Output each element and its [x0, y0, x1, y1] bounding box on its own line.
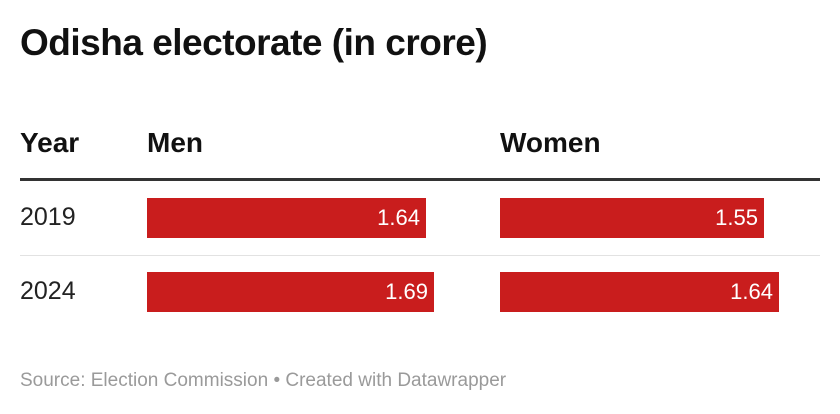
column-header-men: Men	[147, 127, 203, 158]
header-rule	[20, 178, 820, 181]
source-text: Source: Election Commission	[20, 370, 269, 391]
separator-dot: •	[273, 370, 281, 391]
bar-men-2024: 1.69	[147, 272, 434, 312]
bar-value-label: 1.55	[715, 205, 758, 230]
bar-value-label: 1.64	[377, 205, 420, 230]
column-header-year: Year	[20, 127, 80, 158]
bar-women-2019: 1.55	[500, 198, 764, 238]
year-cell-2019: 2019	[20, 203, 76, 231]
bar-value-label: 1.64	[730, 279, 773, 304]
source-note: Source: Election Commission • Created wi…	[20, 370, 506, 392]
bar-value-label: 1.69	[385, 279, 428, 304]
bar-women-2024: 1.64	[500, 272, 779, 312]
credit-text: Created with Datawrapper	[285, 370, 507, 391]
chart-title: Odisha electorate (in crore)	[20, 22, 488, 63]
column-header-women: Women	[500, 127, 601, 158]
bar-men-2019: 1.64	[147, 198, 426, 238]
row-divider	[20, 255, 820, 256]
year-cell-2024: 2024	[20, 277, 76, 305]
